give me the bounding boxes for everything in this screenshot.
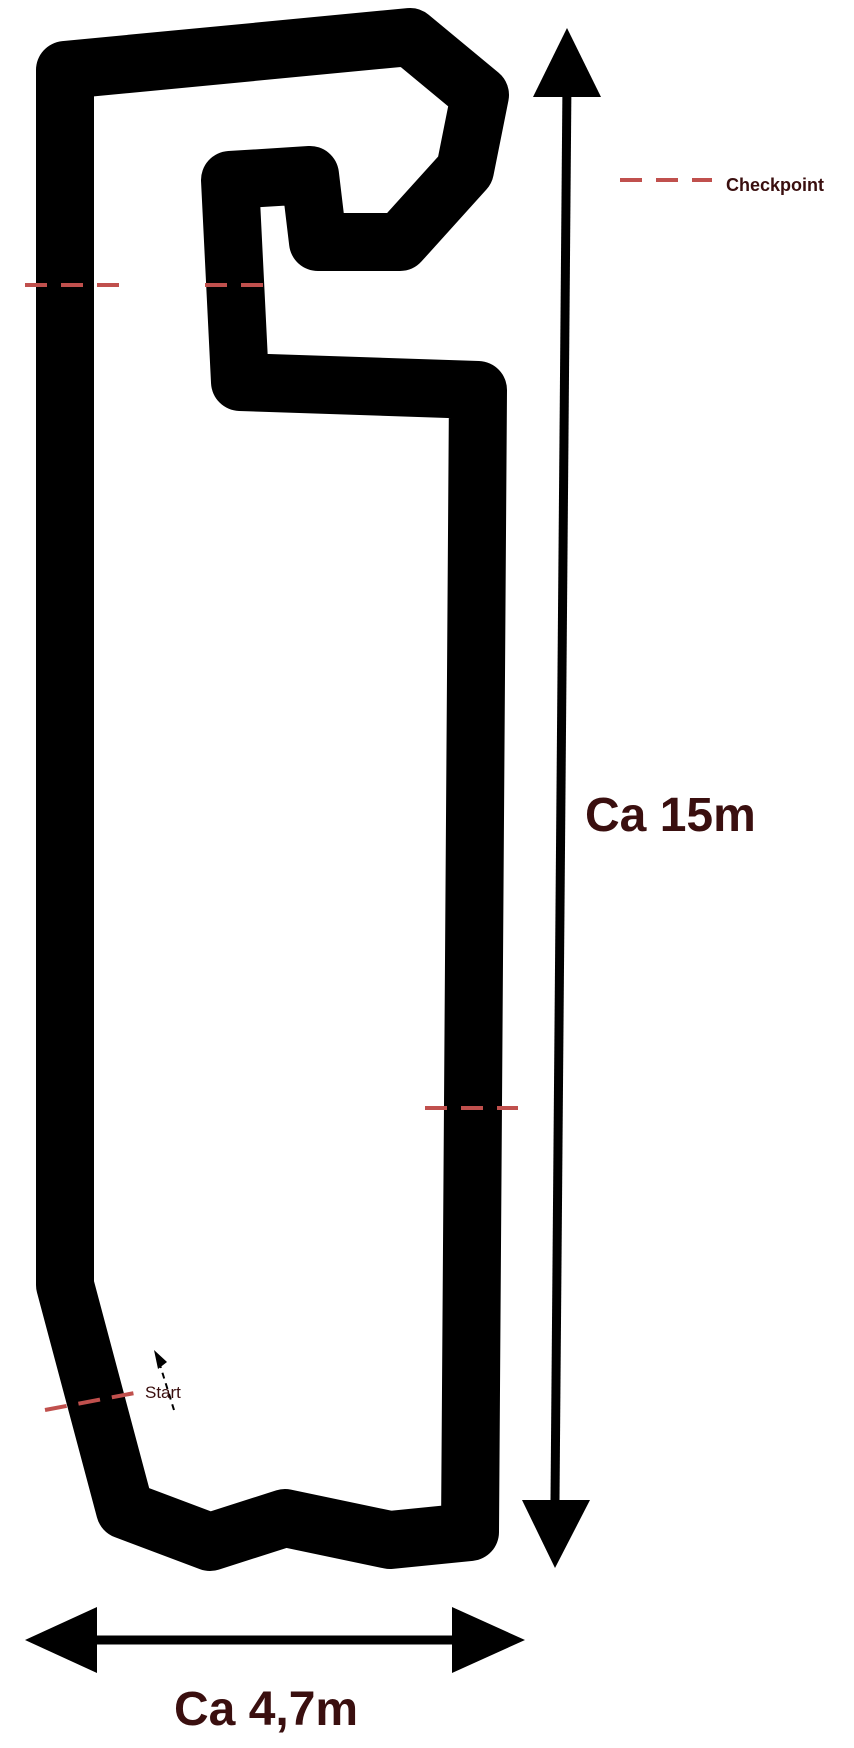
start-line <box>44 1390 141 1412</box>
width-dimension-arrow <box>25 1607 525 1673</box>
legend-checkpoint-label: Checkpoint <box>726 175 824 195</box>
start-direction-arrow <box>154 1350 175 1411</box>
track-path <box>36 8 509 1571</box>
height-dimension-arrow <box>522 28 601 1568</box>
width-label: Ca 4,7m <box>174 1683 358 1736</box>
start-label: Start <box>145 1383 181 1402</box>
height-label: Ca 15m <box>585 789 756 842</box>
